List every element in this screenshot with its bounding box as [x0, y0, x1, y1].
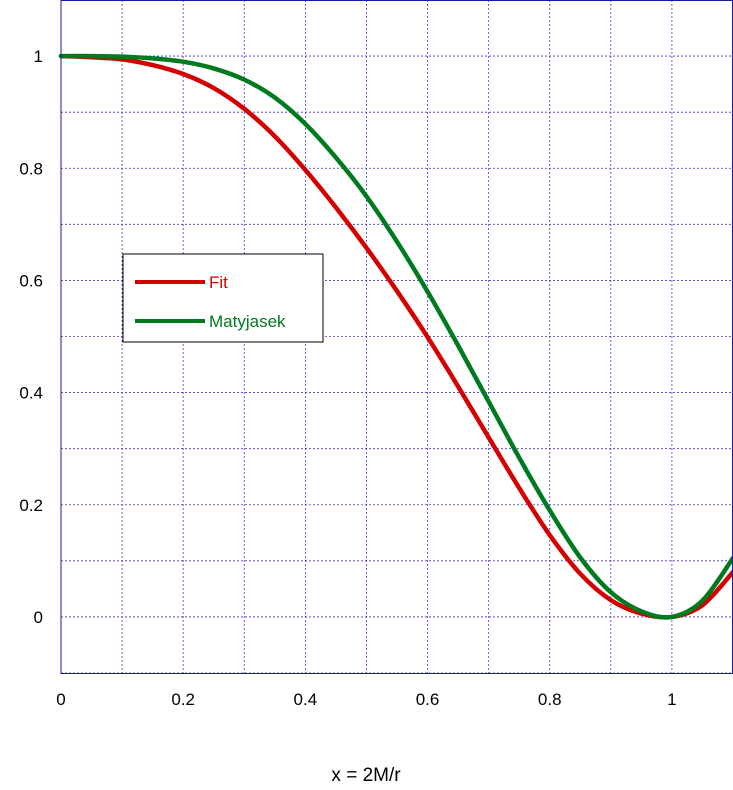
- y-ticks: 0 0.2 0.4 0.6 0.8 1: [19, 47, 43, 627]
- x-axis-label: x = 2M/r: [331, 765, 401, 786]
- y-tick-label: 0: [34, 608, 43, 627]
- x-tick-label: 1: [667, 690, 676, 709]
- y-tick-label: 0.8: [19, 159, 43, 178]
- legend-label-matyjasek: Matyjasek: [209, 312, 286, 331]
- y-tick-label: 0.2: [19, 496, 43, 515]
- series-layer: [58, 53, 733, 620]
- x-tick-label: 0.4: [294, 690, 318, 709]
- y-tick-label: 1: [34, 47, 43, 66]
- x-ticks: 0 0.2 0.4 0.6 0.8 1: [56, 690, 676, 709]
- series-line-matyjasek: [58, 53, 733, 620]
- y-tick-label: 0.6: [19, 271, 43, 290]
- series-line-fit: [58, 53, 733, 620]
- x-tick-label: 0: [56, 690, 65, 709]
- x-tick-label: 0.8: [538, 690, 562, 709]
- x-tick-label: 0.2: [171, 690, 195, 709]
- legend-label-fit: Fit: [209, 273, 228, 292]
- y-tick-label: 0.4: [19, 384, 43, 403]
- x-tick-label: 0.6: [416, 690, 440, 709]
- legend: Fit Matyjasek: [122, 253, 324, 343]
- legend-box: [122, 253, 324, 343]
